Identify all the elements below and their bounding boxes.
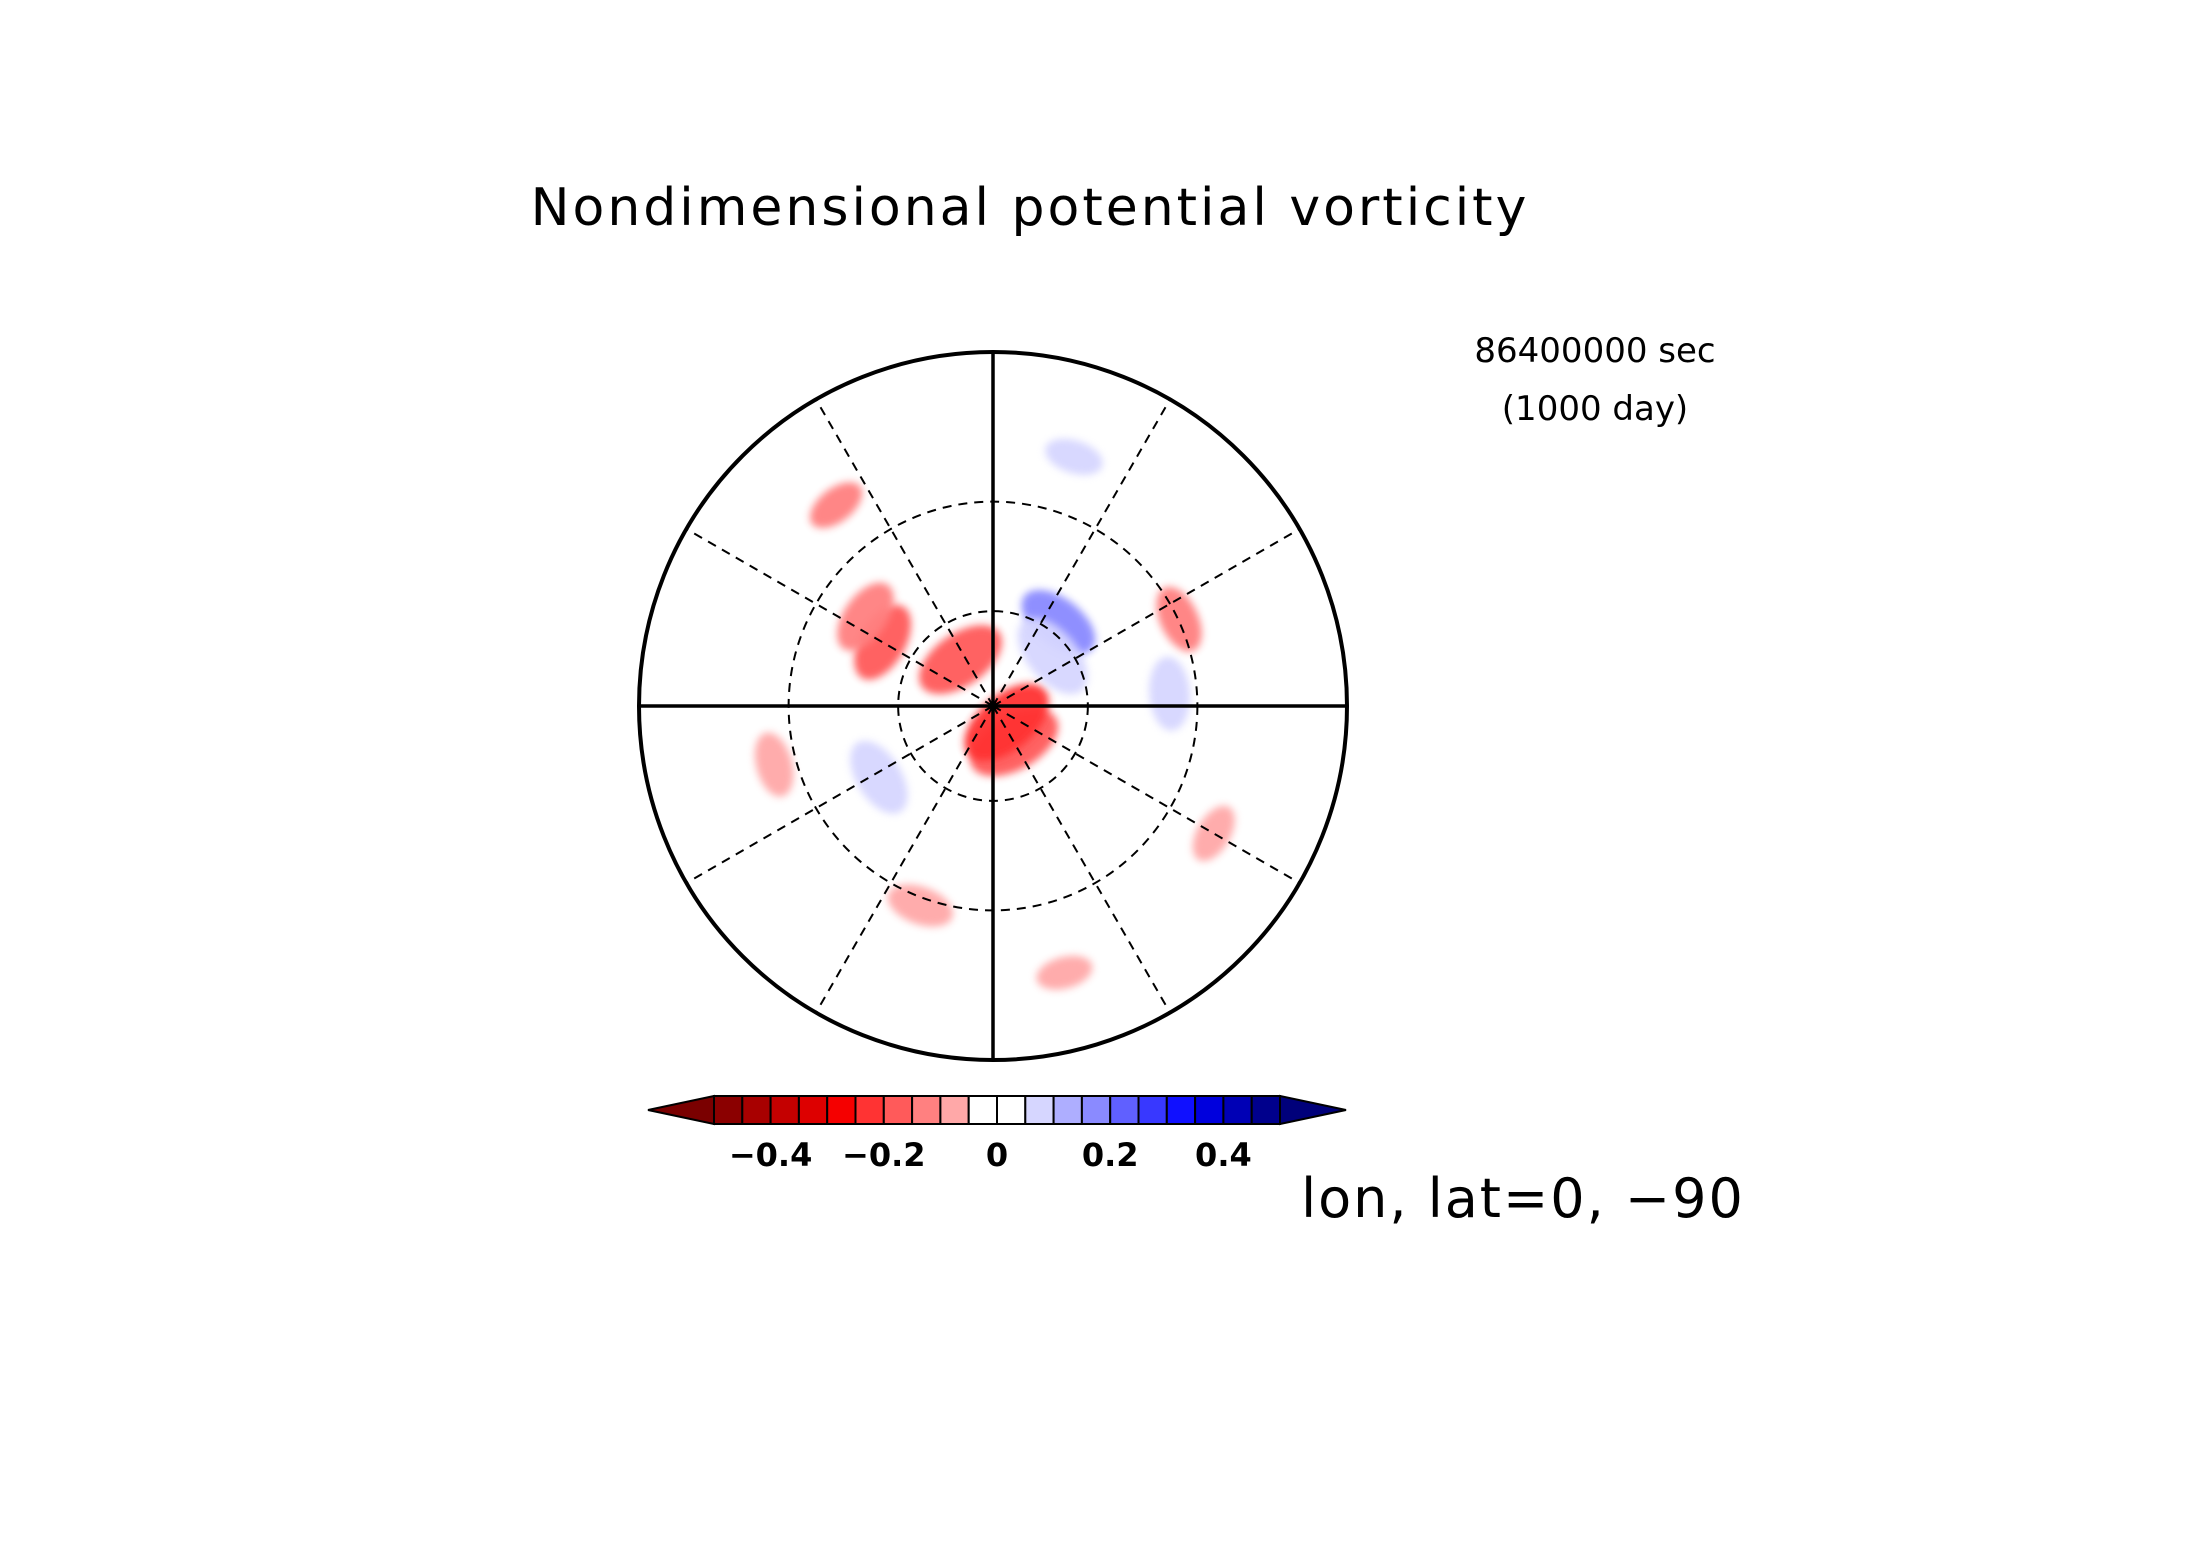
colorbar-swatch-4: [826, 1095, 857, 1125]
colorbar-tick-label: 0.2: [1082, 1136, 1139, 1174]
colorbar: −0.4 −0.2 0 0.2 0.4: [647, 1094, 1347, 1174]
colorbar-swatch-5: [854, 1095, 885, 1125]
colorbar-under-arrow: [647, 1094, 715, 1126]
pole-marker: [989, 702, 997, 710]
pv-anomaly-layer: [754, 438, 1235, 990]
colorbar-tick-label: 0.4: [1195, 1136, 1252, 1174]
map-grid: [639, 352, 1347, 1060]
meridian-330: [992, 705, 1301, 884]
time-label-seconds: 86400000 sec: [1474, 331, 1715, 371]
colorbar-swatch-8: [939, 1095, 970, 1125]
colorbar-tick-label: 0: [986, 1136, 1008, 1174]
pv-anomaly-11: [810, 482, 863, 529]
meridian-300: [992, 705, 1171, 1014]
colorbar-swatch-10: [996, 1095, 1027, 1125]
pv-anomaly-3: [1017, 617, 1088, 695]
pv-anomaly-2: [1021, 589, 1096, 655]
meridian-60: [992, 398, 1171, 707]
colorbar-swatch-17: [1194, 1095, 1225, 1125]
colorbar-swatch-3: [797, 1095, 829, 1125]
pv-anomaly-8: [1156, 586, 1202, 652]
colorbar-swatch-12: [1052, 1095, 1083, 1125]
colorbar-swatch-16: [1165, 1095, 1197, 1125]
meridian-30: [992, 528, 1301, 707]
colorbar-swatch-6: [882, 1095, 914, 1125]
pv-anomaly-1: [964, 683, 1050, 761]
meridian-120: [815, 398, 994, 707]
colorbar-swatch-1: [741, 1095, 772, 1125]
map-boundary: [637, 350, 1349, 1062]
colorbar-swatch-9: [967, 1095, 999, 1125]
pv-anomaly-13: [1149, 656, 1191, 731]
colorbar-swatch-0: [713, 1095, 744, 1125]
colorbar-swatch-15: [1137, 1095, 1168, 1125]
pv-anomaly-14: [1045, 438, 1103, 475]
latitude-circle-60: [897, 610, 1089, 802]
pv-anomaly-15: [887, 884, 953, 927]
latitude-circle-30: [787, 500, 1199, 912]
meridian-150: [685, 528, 994, 707]
pv-anomaly-6: [837, 582, 894, 651]
pv-anomaly-4: [919, 625, 1002, 695]
colorbar-swatch-11: [1024, 1095, 1055, 1125]
colorbar-swatch-2: [769, 1095, 800, 1125]
time-label-days: (1000 day): [1502, 389, 1688, 429]
colorbar-over-arrow: [1279, 1094, 1347, 1126]
chart-title: Nondimensional potential vorticity: [531, 178, 1530, 238]
pv-anomaly-7: [850, 740, 908, 814]
axis-label: lon, lat=0, −90: [1301, 1167, 1745, 1230]
pv-anomaly-10: [754, 732, 794, 797]
polar-map: [637, 350, 1349, 1062]
pv-anomaly-9: [1192, 805, 1235, 862]
colorbar-swatch-7: [911, 1095, 942, 1125]
meridian-210: [685, 705, 994, 884]
meridian-240: [815, 705, 994, 1014]
colorbar-swatch-14: [1109, 1095, 1140, 1125]
colorbar-swatch-19: [1250, 1095, 1281, 1125]
colorbar-swatch-13: [1080, 1095, 1112, 1125]
colorbar-swatch-18: [1222, 1095, 1253, 1125]
colorbar-tick-label: −0.4: [729, 1136, 813, 1174]
pv-anomaly-12: [1036, 955, 1093, 990]
colorbar-tick-label: −0.2: [842, 1136, 926, 1174]
